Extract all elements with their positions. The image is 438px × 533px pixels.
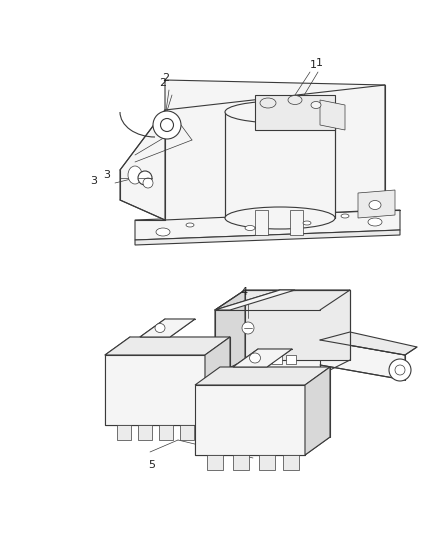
Polygon shape: [358, 190, 395, 218]
Text: 1: 1: [316, 58, 323, 68]
Ellipse shape: [156, 228, 170, 236]
Ellipse shape: [395, 365, 405, 375]
Text: 2: 2: [162, 73, 169, 83]
Polygon shape: [195, 385, 305, 455]
Ellipse shape: [341, 214, 349, 218]
Ellipse shape: [368, 218, 382, 226]
Ellipse shape: [160, 118, 173, 132]
Polygon shape: [215, 310, 320, 375]
Polygon shape: [120, 110, 165, 220]
Polygon shape: [286, 355, 296, 364]
Ellipse shape: [260, 98, 276, 108]
Text: 3: 3: [103, 170, 110, 180]
Polygon shape: [320, 340, 405, 380]
Ellipse shape: [245, 225, 255, 230]
Ellipse shape: [389, 359, 411, 381]
Polygon shape: [259, 455, 275, 470]
Polygon shape: [320, 100, 345, 130]
Polygon shape: [255, 95, 335, 130]
Polygon shape: [272, 355, 282, 364]
Ellipse shape: [311, 101, 321, 109]
Ellipse shape: [288, 95, 302, 104]
Polygon shape: [233, 455, 249, 470]
Polygon shape: [320, 332, 417, 355]
Ellipse shape: [138, 171, 152, 185]
Polygon shape: [215, 290, 295, 310]
Polygon shape: [205, 337, 230, 425]
Text: 1: 1: [310, 60, 317, 70]
Polygon shape: [159, 425, 173, 440]
Ellipse shape: [303, 221, 311, 225]
Polygon shape: [290, 210, 303, 235]
Ellipse shape: [250, 353, 261, 363]
Polygon shape: [117, 425, 131, 440]
Polygon shape: [195, 367, 330, 385]
Polygon shape: [215, 290, 350, 310]
Ellipse shape: [155, 324, 165, 333]
Polygon shape: [140, 319, 195, 337]
Ellipse shape: [153, 111, 181, 139]
Polygon shape: [105, 337, 230, 355]
Ellipse shape: [143, 178, 153, 188]
Text: 3: 3: [90, 176, 97, 186]
Polygon shape: [165, 80, 385, 220]
Polygon shape: [135, 230, 400, 245]
Text: 5: 5: [148, 460, 155, 470]
Text: 2: 2: [159, 78, 166, 88]
Polygon shape: [215, 290, 245, 375]
Polygon shape: [180, 425, 194, 440]
Polygon shape: [138, 425, 152, 440]
Polygon shape: [283, 455, 299, 470]
Polygon shape: [135, 210, 400, 240]
Ellipse shape: [242, 322, 254, 334]
Ellipse shape: [225, 207, 335, 229]
Polygon shape: [255, 210, 268, 235]
Ellipse shape: [186, 223, 194, 227]
Polygon shape: [305, 367, 330, 455]
Ellipse shape: [369, 200, 381, 209]
Ellipse shape: [225, 101, 335, 123]
Polygon shape: [225, 112, 335, 218]
Polygon shape: [233, 349, 292, 367]
Polygon shape: [207, 455, 223, 470]
Ellipse shape: [128, 166, 142, 184]
Text: 4: 4: [240, 287, 247, 297]
Polygon shape: [245, 290, 350, 360]
Polygon shape: [105, 355, 205, 425]
